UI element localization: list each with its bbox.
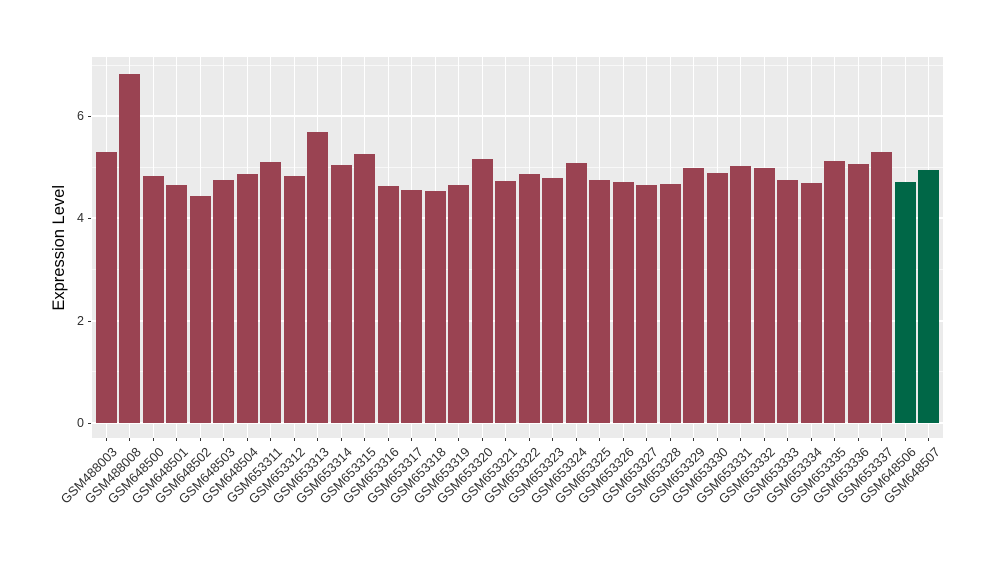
x-tick-mark: [270, 438, 272, 441]
y-tick-mark: [88, 218, 91, 220]
bar-GSM648507: [918, 169, 940, 423]
gridline-minor-h: [92, 268, 943, 270]
bar-GSM653328: [659, 184, 681, 423]
bar-GSM648500: [142, 175, 164, 423]
bar-GSM653326: [612, 181, 634, 423]
gridline-minor-h: [92, 64, 943, 66]
bar-GSM653313: [307, 131, 329, 423]
y-tick-label: 6: [77, 109, 84, 124]
y-tick-label: 2: [77, 313, 84, 328]
x-tick-mark: [458, 438, 460, 441]
x-tick-mark: [810, 438, 812, 441]
bar-GSM653320: [471, 158, 493, 423]
bar-GSM653331: [730, 166, 752, 423]
x-tick-mark: [199, 438, 201, 441]
x-tick-mark: [528, 438, 530, 441]
bar-GSM653311: [260, 162, 282, 423]
bar-GSM653334: [800, 182, 822, 423]
gridline-major-h: [92, 217, 943, 220]
bar-GSM653330: [706, 173, 728, 423]
x-tick-mark: [881, 438, 883, 441]
bar-GSM653329: [683, 168, 705, 423]
bar-GSM653323: [542, 178, 564, 423]
y-tick-mark: [88, 320, 91, 322]
y-tick-label: 4: [77, 211, 84, 226]
bar-GSM653337: [871, 152, 893, 423]
bar-GSM653316: [377, 186, 399, 423]
bar-GSM648501: [166, 185, 188, 423]
bar-GSM653332: [753, 168, 775, 423]
x-tick-mark: [763, 438, 765, 441]
x-tick-mark: [552, 438, 554, 441]
bar-GSM488003: [95, 151, 117, 423]
plot-panel: [92, 57, 943, 438]
bar-GSM653315: [354, 154, 376, 423]
bar-GSM653319: [448, 185, 470, 423]
x-tick-mark: [317, 438, 319, 441]
x-tick-mark: [599, 438, 601, 441]
bar-GSM653314: [330, 165, 352, 423]
x-tick-mark: [481, 438, 483, 441]
gridline-minor-h: [92, 166, 943, 168]
x-tick-mark: [575, 438, 577, 441]
y-axis-title-text: Expression Level: [49, 184, 68, 311]
gridline-major-h: [92, 421, 943, 424]
bar-GSM653321: [495, 180, 517, 423]
x-tick-mark: [411, 438, 413, 441]
gridline-minor-h: [92, 371, 943, 373]
y-tick-mark: [88, 422, 91, 424]
gridline-major-h: [92, 115, 943, 118]
x-tick-mark: [152, 438, 154, 441]
bar-GSM653327: [636, 185, 658, 423]
x-tick-mark: [105, 438, 107, 441]
bar-GSM488008: [119, 74, 141, 423]
x-tick-mark: [293, 438, 295, 441]
x-tick-mark: [505, 438, 507, 441]
bar-GSM653336: [847, 164, 869, 423]
x-tick-mark: [834, 438, 836, 441]
bar-GSM653318: [424, 191, 446, 423]
bar-GSM648504: [236, 173, 258, 423]
bar-GSM653324: [565, 162, 587, 423]
x-tick-mark: [857, 438, 859, 441]
x-tick-mark: [669, 438, 671, 441]
bar-GSM648506: [894, 181, 916, 423]
bar-GSM653317: [401, 190, 423, 423]
x-tick-mark: [693, 438, 695, 441]
x-tick-mark: [740, 438, 742, 441]
x-tick-mark: [434, 438, 436, 441]
gridline-major-h: [92, 319, 943, 322]
y-tick-label: 0: [77, 415, 84, 430]
x-tick-mark: [364, 438, 366, 441]
y-tick-mark: [88, 116, 91, 118]
bar-GSM648503: [213, 179, 235, 423]
bar-GSM653312: [283, 175, 305, 423]
x-tick-mark: [387, 438, 389, 441]
x-tick-mark: [340, 438, 342, 441]
x-tick-mark: [904, 438, 906, 441]
x-tick-mark: [787, 438, 789, 441]
bar-GSM653335: [824, 161, 846, 423]
x-tick-mark: [622, 438, 624, 441]
x-tick-mark: [129, 438, 131, 441]
bar-GSM653322: [518, 174, 540, 423]
x-tick-mark: [246, 438, 248, 441]
x-tick-mark: [928, 438, 930, 441]
x-tick-mark: [716, 438, 718, 441]
x-tick-mark: [646, 438, 648, 441]
bar-GSM648502: [189, 195, 211, 423]
x-tick-mark: [223, 438, 225, 441]
bar-GSM653333: [777, 179, 799, 423]
x-tick-mark: [176, 438, 178, 441]
bar-GSM653325: [589, 179, 611, 423]
